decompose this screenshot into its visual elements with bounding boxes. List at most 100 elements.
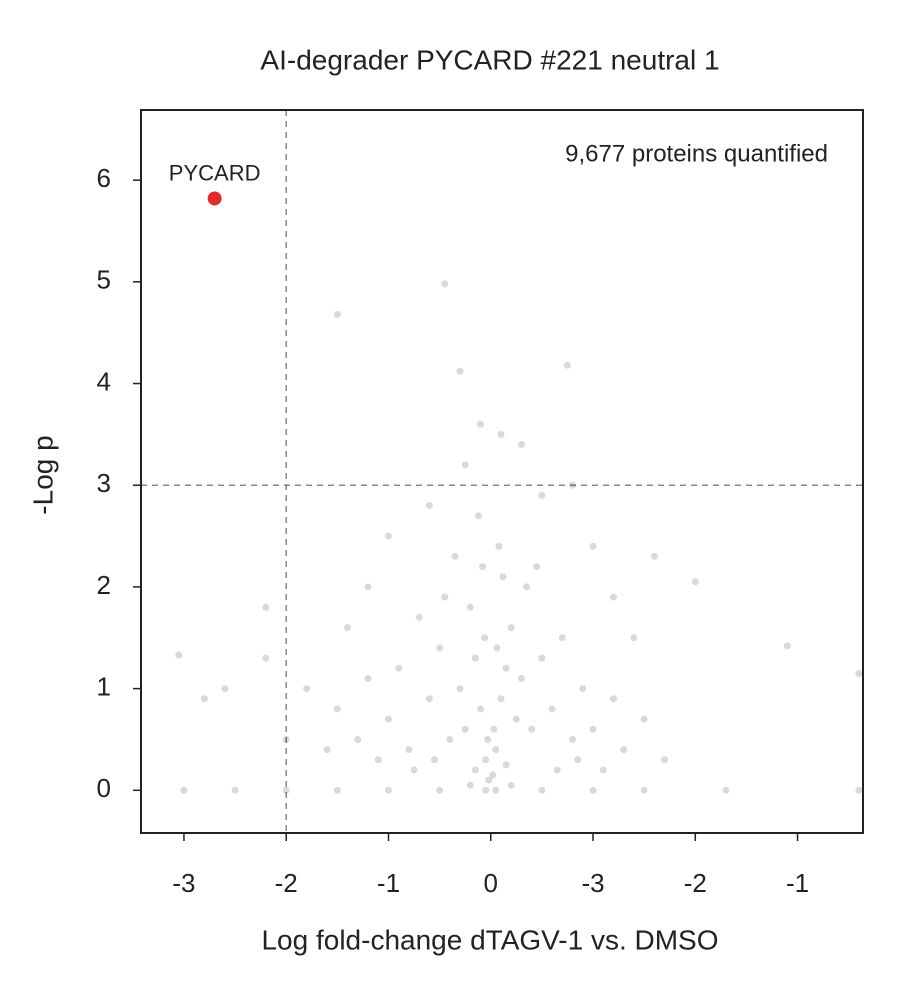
point bbox=[175, 651, 183, 659]
y-tick-label: 2 bbox=[97, 570, 111, 600]
point bbox=[495, 542, 503, 550]
point bbox=[538, 491, 546, 499]
point bbox=[333, 786, 341, 794]
point bbox=[484, 735, 492, 743]
point bbox=[609, 695, 617, 703]
point bbox=[553, 766, 561, 774]
x-axis-label: Log fold-change dTAGV-1 vs. DMSO bbox=[261, 924, 718, 955]
y-tick-label: 5 bbox=[97, 265, 111, 295]
point bbox=[374, 756, 382, 764]
point bbox=[574, 756, 582, 764]
point bbox=[485, 776, 493, 784]
point bbox=[563, 361, 571, 369]
x-tick-label: -2 bbox=[684, 868, 707, 898]
point bbox=[479, 563, 487, 571]
plot-frame bbox=[140, 109, 864, 834]
point bbox=[333, 705, 341, 713]
point bbox=[344, 624, 352, 632]
point bbox=[384, 786, 392, 794]
point bbox=[262, 603, 270, 611]
point bbox=[538, 654, 546, 662]
point bbox=[507, 624, 515, 632]
y-tick-label: 6 bbox=[97, 163, 111, 193]
point bbox=[482, 756, 490, 764]
point bbox=[558, 634, 566, 642]
point bbox=[589, 725, 597, 733]
point bbox=[384, 532, 392, 540]
point bbox=[528, 725, 536, 733]
point bbox=[354, 735, 362, 743]
x-tick-label: -1 bbox=[377, 868, 400, 898]
point bbox=[497, 430, 505, 438]
point bbox=[691, 578, 699, 586]
point bbox=[364, 583, 372, 591]
point bbox=[489, 771, 497, 779]
highlight-point bbox=[207, 191, 222, 206]
point bbox=[579, 685, 587, 693]
point bbox=[461, 725, 469, 733]
x-tick-label: -1 bbox=[786, 868, 809, 898]
point bbox=[661, 756, 669, 764]
point bbox=[436, 644, 444, 652]
point bbox=[461, 461, 469, 469]
point bbox=[471, 654, 479, 662]
point bbox=[466, 603, 474, 611]
point bbox=[548, 705, 556, 713]
point bbox=[609, 593, 617, 601]
chart-title: AI-degrader PYCARD #221 neutral 1 bbox=[260, 44, 719, 75]
y-tick-label: 0 bbox=[97, 773, 111, 803]
point bbox=[523, 583, 531, 591]
point bbox=[783, 642, 791, 650]
y-tick-label: 1 bbox=[97, 671, 111, 701]
point bbox=[517, 441, 525, 449]
point bbox=[499, 573, 507, 581]
x-tick-label: 0 bbox=[484, 868, 498, 898]
point bbox=[502, 664, 510, 672]
point bbox=[620, 746, 628, 754]
point bbox=[456, 685, 464, 693]
point bbox=[221, 685, 229, 693]
point bbox=[436, 786, 444, 794]
point bbox=[466, 781, 474, 789]
point bbox=[493, 644, 501, 652]
y-tick-label: 3 bbox=[97, 468, 111, 498]
point bbox=[282, 786, 290, 794]
point bbox=[180, 786, 188, 794]
point-label: PYCARD bbox=[169, 160, 261, 185]
point bbox=[477, 705, 485, 713]
point bbox=[497, 695, 505, 703]
x-tick-label: -2 bbox=[275, 868, 298, 898]
point bbox=[474, 512, 482, 520]
point bbox=[200, 695, 208, 703]
point bbox=[451, 552, 459, 560]
point bbox=[855, 786, 863, 794]
point bbox=[441, 593, 449, 601]
point bbox=[492, 786, 500, 794]
point bbox=[599, 766, 607, 774]
point bbox=[415, 613, 423, 621]
point bbox=[855, 669, 863, 677]
point bbox=[477, 420, 485, 428]
point bbox=[589, 542, 597, 550]
y-tick-label: 4 bbox=[97, 366, 111, 396]
point bbox=[425, 695, 433, 703]
point bbox=[640, 715, 648, 723]
point bbox=[490, 725, 498, 733]
point bbox=[282, 735, 290, 743]
point bbox=[482, 786, 490, 794]
point bbox=[231, 786, 239, 794]
point bbox=[471, 766, 479, 774]
point bbox=[456, 367, 464, 375]
point bbox=[364, 674, 372, 682]
point bbox=[492, 746, 500, 754]
annotation: 9,677 proteins quantified bbox=[565, 140, 828, 167]
point bbox=[533, 563, 541, 571]
point bbox=[395, 664, 403, 672]
point bbox=[640, 786, 648, 794]
point bbox=[589, 786, 597, 794]
point bbox=[410, 766, 418, 774]
point bbox=[507, 781, 515, 789]
point bbox=[569, 481, 577, 489]
point bbox=[425, 502, 433, 510]
